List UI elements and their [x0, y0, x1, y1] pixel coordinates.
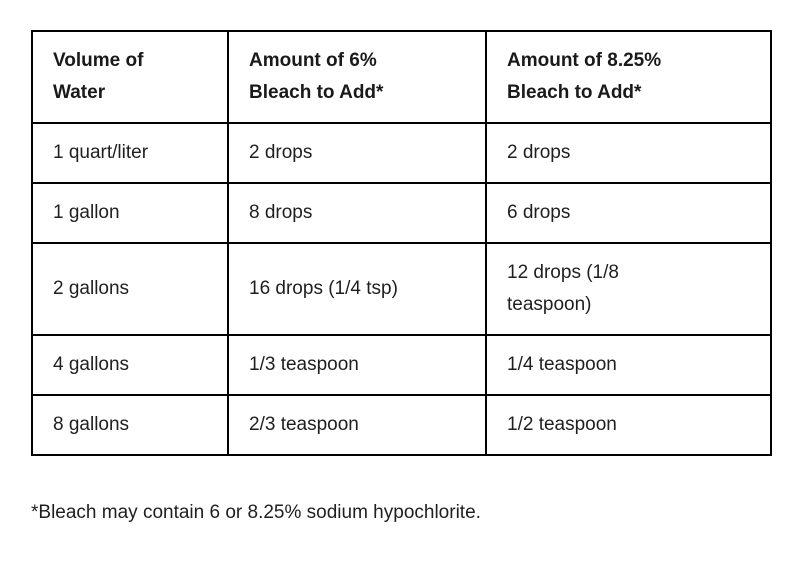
table-cell: 8 drops [227, 182, 487, 244]
table-cell: 2/3 teaspoon [227, 394, 487, 456]
table-cell: 2 drops [485, 122, 772, 184]
header-cell-8-25-percent: Amount of 8.25% Bleach to Add* [485, 30, 772, 124]
table-cell: 4 gallons [31, 334, 229, 396]
table-cell: 6 drops [485, 182, 772, 244]
table-cell: 2 gallons [31, 242, 229, 336]
table-cell: 1/3 teaspoon [227, 334, 487, 396]
table-cell: 2 drops [227, 122, 487, 184]
table-row: 1 quart/liter 2 drops 2 drops [31, 122, 772, 184]
table-cell: 1 gallon [31, 182, 229, 244]
table-row: 8 gallons 2/3 teaspoon 1/2 teaspoon [31, 394, 772, 456]
table-row: 1 gallon 8 drops 6 drops [31, 182, 772, 244]
header-cell-6-percent: Amount of 6% Bleach to Add* [227, 30, 487, 124]
table-cell: 1 quart/liter [31, 122, 229, 184]
table-cell: 8 gallons [31, 394, 229, 456]
table-cell: 16 drops (1/4 tsp) [227, 242, 487, 336]
table-cell: 12 drops (1/8 teaspoon) [485, 242, 772, 336]
table-cell: 1/2 teaspoon [485, 394, 772, 456]
bleach-dilution-table: Volume of Water Amount of 6% Bleach to A… [31, 30, 772, 456]
table-row: 2 gallons 16 drops (1/4 tsp) 12 drops (1… [31, 242, 772, 336]
table-row: 4 gallons 1/3 teaspoon 1/4 teaspoon [31, 334, 772, 396]
footnote: *Bleach may contain 6 or 8.25% sodium hy… [31, 502, 481, 523]
header-cell-volume: Volume of Water [31, 30, 229, 124]
table-cell: 1/4 teaspoon [485, 334, 772, 396]
header-row: Volume of Water Amount of 6% Bleach to A… [31, 30, 772, 124]
